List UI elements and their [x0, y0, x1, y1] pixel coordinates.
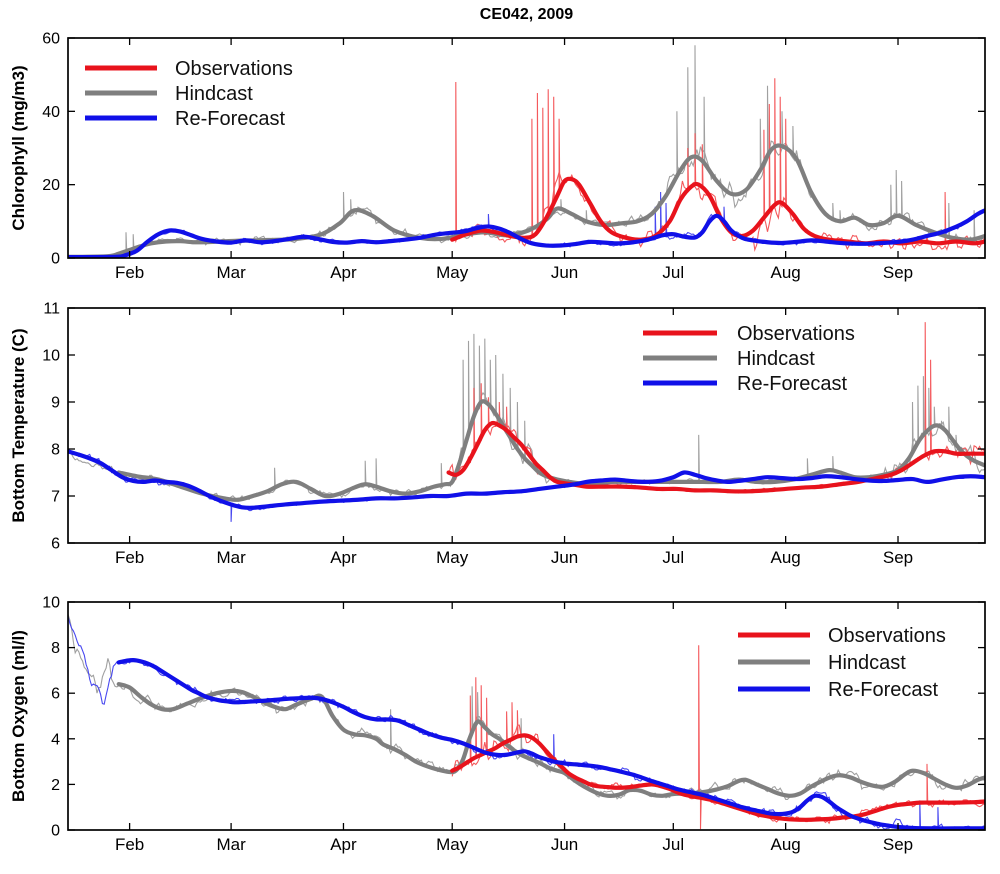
x-tick-label: Jul: [662, 263, 684, 282]
plot-border: [67, 37, 986, 259]
hindcast-smoothed-line: [116, 681, 985, 798]
legend-label-reforecast: Re-Forecast: [175, 108, 285, 130]
x-tick-label: Aug: [771, 835, 801, 854]
re-forecast-smoothed-line: [68, 208, 985, 258]
y-tick-label: 0: [51, 823, 60, 840]
y-tick-label: 4: [51, 731, 60, 748]
x-tick-label: Jun: [551, 263, 578, 282]
x-tick-label: Feb: [115, 835, 144, 854]
x-tick-label: May: [436, 548, 469, 567]
observations-thin-line: [451, 78, 985, 252]
legend-label-hindcast: Hindcast: [828, 652, 906, 674]
y-tick-label: 0: [51, 251, 60, 268]
x-tick-label: Apr: [330, 263, 357, 282]
x-tick-label: Jun: [551, 835, 578, 854]
y-tick-label: 8: [51, 640, 60, 657]
x-tick-label: May: [436, 835, 469, 854]
y-tick-label: 10: [42, 595, 60, 612]
chlorophyll-axes: Feb Mar Apr May Jun Jul Aug Sep 0 20 40 60 Chlorophy…: [9, 31, 986, 282]
observations-smoothed-line: [446, 420, 985, 494]
x-tick-label: Jul: [662, 548, 684, 567]
x-tick-label: Apr: [330, 548, 357, 567]
x-tick-label: Mar: [216, 263, 246, 282]
x-tick-label: Sep: [883, 835, 913, 854]
bottom-oxygen-plot: Feb Mar Apr May Jun Jul Aug Sep 0 2 4 6 8 10 Bottom Ox…: [9, 595, 986, 854]
legend-label-observations: Observations: [737, 323, 855, 345]
bottom-temperature-plot-area: [68, 322, 985, 522]
legend-label-observations: Observations: [828, 625, 946, 647]
bottom-oxygen-legend: Observations Hindcast Re-Forecast: [738, 625, 946, 701]
y-tick-label: 11: [43, 301, 60, 318]
bottom-temperature-axes: Feb Mar Apr May Jun Jul Aug Sep 6 7 8 9 10 11 Bottom T…: [9, 301, 986, 567]
x-tick-label: Apr: [330, 835, 357, 854]
hindcast-smoothed-line: [116, 399, 985, 502]
legend-label-hindcast: Hindcast: [737, 348, 815, 370]
legend-label-observations: Observations: [175, 58, 293, 80]
bottom-oxygen-axes: Feb Mar Apr May Jun Jul Aug Sep 0 2 4 6 8 10 Bottom Ox…: [9, 595, 986, 854]
re-forecast-smoothed-line: [116, 658, 985, 830]
x-tick-label: Jun: [551, 548, 578, 567]
chlorophyll-legend: Observations Hindcast Re-Forecast: [85, 58, 293, 130]
y-tick-label: 10: [42, 348, 60, 365]
y-axis-label: Bottom Oxygen (ml/l): [9, 630, 28, 802]
y-tick-label: 6: [51, 686, 60, 703]
x-tick-label: Mar: [216, 548, 246, 567]
plot-border: [67, 307, 986, 544]
y-tick-label: 9: [51, 395, 60, 412]
re-forecast-smoothed-line: [68, 449, 985, 510]
observations-smoothed-line: [450, 733, 985, 822]
x-tick-label: Jul: [662, 835, 684, 854]
x-tick-label: Sep: [883, 548, 913, 567]
bottom-temperature-legend: Observations Hindcast Re-Forecast: [643, 323, 855, 395]
legend-label-reforecast: Re-Forecast: [737, 373, 847, 395]
y-tick-label: 20: [42, 177, 60, 194]
re-forecast-thin-line: [68, 191, 985, 258]
figure-title: CE042, 2009: [479, 6, 574, 23]
re-forecast-thin-line: [68, 616, 985, 830]
y-tick-label: 60: [42, 31, 60, 48]
legend-label-reforecast: Re-Forecast: [828, 679, 938, 701]
y-tick-label: 40: [42, 104, 60, 121]
y-tick-label: 8: [51, 442, 60, 459]
chlorophyll-plot-area: [68, 45, 985, 258]
x-tick-label: May: [436, 263, 469, 282]
legend-label-hindcast: Hindcast: [175, 83, 253, 105]
y-tick-label: 7: [51, 489, 60, 506]
x-tick-label: Aug: [771, 263, 801, 282]
x-tick-label: Aug: [771, 548, 801, 567]
y-tick-label: 2: [51, 777, 60, 794]
bottom-temperature-plot: Feb Mar Apr May Jun Jul Aug Sep 6 7 8 9 10 11 Bottom T…: [9, 301, 986, 567]
x-tick-label: Sep: [883, 263, 913, 282]
chlorophyll-plot: Feb Mar Apr May Jun Jul Aug Sep 0 20 40 60 Chlorophy…: [9, 31, 986, 282]
bottom-oxygen-plot-area: [68, 614, 985, 830]
x-tick-label: Mar: [216, 835, 246, 854]
plot-border: [67, 601, 986, 831]
y-axis-label: Chlorophyll (mg/m3): [9, 65, 28, 230]
x-tick-label: Feb: [115, 263, 144, 282]
x-tick-label: Feb: [115, 548, 144, 567]
y-tick-label: 6: [51, 536, 60, 553]
y-axis-label: Bottom Temperature (C): [9, 328, 28, 522]
